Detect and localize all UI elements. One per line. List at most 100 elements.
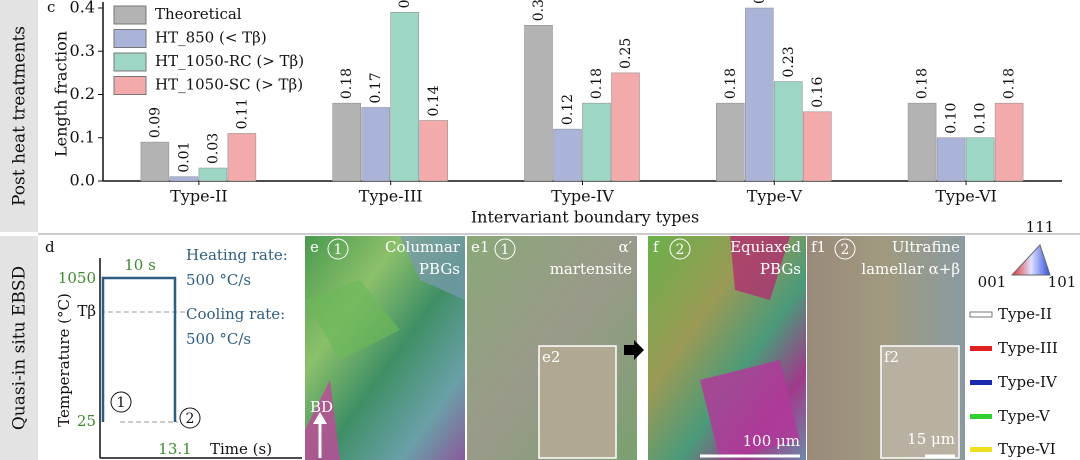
step-circle xyxy=(110,391,132,413)
y-axis-label: Temperature (°C) xyxy=(55,293,73,427)
bar xyxy=(169,176,199,182)
step-label: 2 xyxy=(676,242,685,258)
x-axis-label: Time (s) xyxy=(210,440,272,458)
bar xyxy=(907,102,937,182)
step-label: 2 xyxy=(841,242,850,258)
bar xyxy=(803,111,832,182)
legend-swatch xyxy=(970,414,992,419)
value-label: 0.18 xyxy=(339,68,355,99)
temp-label: 1050 xyxy=(58,269,96,287)
ipf-label: 001 xyxy=(978,273,1007,291)
legend-swatch xyxy=(970,346,992,351)
y-tick-label: 0.2 xyxy=(70,84,95,103)
side-strip xyxy=(0,0,38,232)
scale-label: 15 μm xyxy=(907,430,955,448)
legend-label: Type-II xyxy=(998,305,1052,323)
ipf-key: 111 001 101 xyxy=(978,218,1077,291)
bar xyxy=(965,137,995,182)
caption: PBGs xyxy=(760,260,801,278)
bar xyxy=(774,81,803,182)
ipf-label: 101 xyxy=(1048,273,1077,291)
bar xyxy=(332,102,361,182)
step-label: 1 xyxy=(117,395,126,411)
panel-label: d xyxy=(45,238,55,256)
value-label: 0.16 xyxy=(810,77,826,108)
panel-label: f1 xyxy=(811,238,826,256)
caption: lamellar α+β xyxy=(861,260,960,278)
rate-label: Heating rate: xyxy=(186,246,288,264)
value-label: 0.12 xyxy=(560,94,576,125)
caption: Equiaxed xyxy=(730,238,801,256)
caption: Ultrafine xyxy=(892,238,960,256)
step-label: 1 xyxy=(501,242,510,258)
side-label: Quasi-in situ EBSD xyxy=(10,266,30,430)
heat-profile: d Temperature (°C) 1050 Tβ 25 10 s 13.1 … xyxy=(45,238,302,459)
micrograph: f 2 Equiaxed PBGs 100 μm xyxy=(648,236,806,460)
bar xyxy=(361,107,390,182)
legend-swatch xyxy=(113,29,147,48)
rate-label: 500 °C/s xyxy=(186,330,251,348)
micrograph: e1 1 α′ martensite e2 xyxy=(467,236,637,460)
value-label: 0.10 xyxy=(944,103,960,134)
bar-chart: c Length fraction Intervariant boundary … xyxy=(47,0,1062,227)
ipf-triangle xyxy=(1010,244,1051,276)
bar xyxy=(390,12,419,182)
step-circle xyxy=(669,238,691,260)
grain xyxy=(730,236,790,300)
x-tick-label: Type-II xyxy=(170,187,227,206)
value-label: 0.18 xyxy=(1002,68,1018,99)
bar xyxy=(936,137,966,182)
legend-label: Type-III xyxy=(998,339,1058,357)
caption: α′ xyxy=(618,238,632,256)
side-strip xyxy=(0,236,38,460)
legend-label: HT_1050-SC (> Tβ) xyxy=(155,76,303,94)
step-circle xyxy=(834,238,856,260)
value-label: 0.03 xyxy=(205,133,221,164)
legend-label: Type-VI xyxy=(998,440,1056,458)
x-tick-label: Type-IV xyxy=(551,187,614,206)
temp-label: Tβ xyxy=(77,302,96,320)
panel-label: c xyxy=(47,0,55,16)
rate-label: Cooling rate: xyxy=(186,305,285,323)
legend-swatch xyxy=(113,5,147,25)
y-tick-label: 0.1 xyxy=(70,127,95,146)
caption: PBGs xyxy=(419,260,460,278)
caption: martensite xyxy=(550,260,632,278)
bar xyxy=(994,102,1024,182)
value-label: 0.40 xyxy=(752,0,768,4)
grain xyxy=(305,280,400,360)
step-label: 1 xyxy=(334,242,343,258)
bar xyxy=(140,141,170,182)
side-label: Post heat treatments xyxy=(10,26,30,206)
inset-label: e2 xyxy=(542,348,560,366)
value-label: 0.09 xyxy=(147,107,163,138)
y-axis-label: Length fraction xyxy=(52,31,71,157)
rate-label: 500 °C/s xyxy=(186,271,251,289)
value-label: 0.39 xyxy=(397,0,413,8)
temperature-curve xyxy=(101,276,177,422)
value-label: 0.10 xyxy=(973,103,989,134)
legend-swatch xyxy=(970,380,992,385)
legend-label: HT_850 (< Tβ) xyxy=(155,29,267,47)
value-label: 0.11 xyxy=(234,98,250,129)
inset-label: f2 xyxy=(884,348,899,366)
bar xyxy=(553,128,582,182)
x-tick-label: Type-III xyxy=(359,187,423,206)
legend-label: Type-IV xyxy=(998,373,1058,391)
y-tick-label: 0.4 xyxy=(70,0,95,17)
x-tick-label: Type-VI xyxy=(935,187,997,206)
grain xyxy=(700,360,800,460)
value-label: 0.18 xyxy=(723,68,739,99)
legend-swatch xyxy=(970,447,992,452)
value-label: 0.18 xyxy=(915,68,931,99)
value-label: 0.17 xyxy=(368,72,384,103)
inset xyxy=(880,345,960,459)
scale-label: 100 μm xyxy=(743,432,800,450)
ipf-label: 111 xyxy=(1026,218,1055,236)
value-label: 0.14 xyxy=(426,85,442,116)
step-circle xyxy=(327,238,349,260)
value-label: 0.18 xyxy=(589,68,605,99)
legend-swatch xyxy=(113,76,147,95)
time-label: 13.1 xyxy=(158,440,191,458)
